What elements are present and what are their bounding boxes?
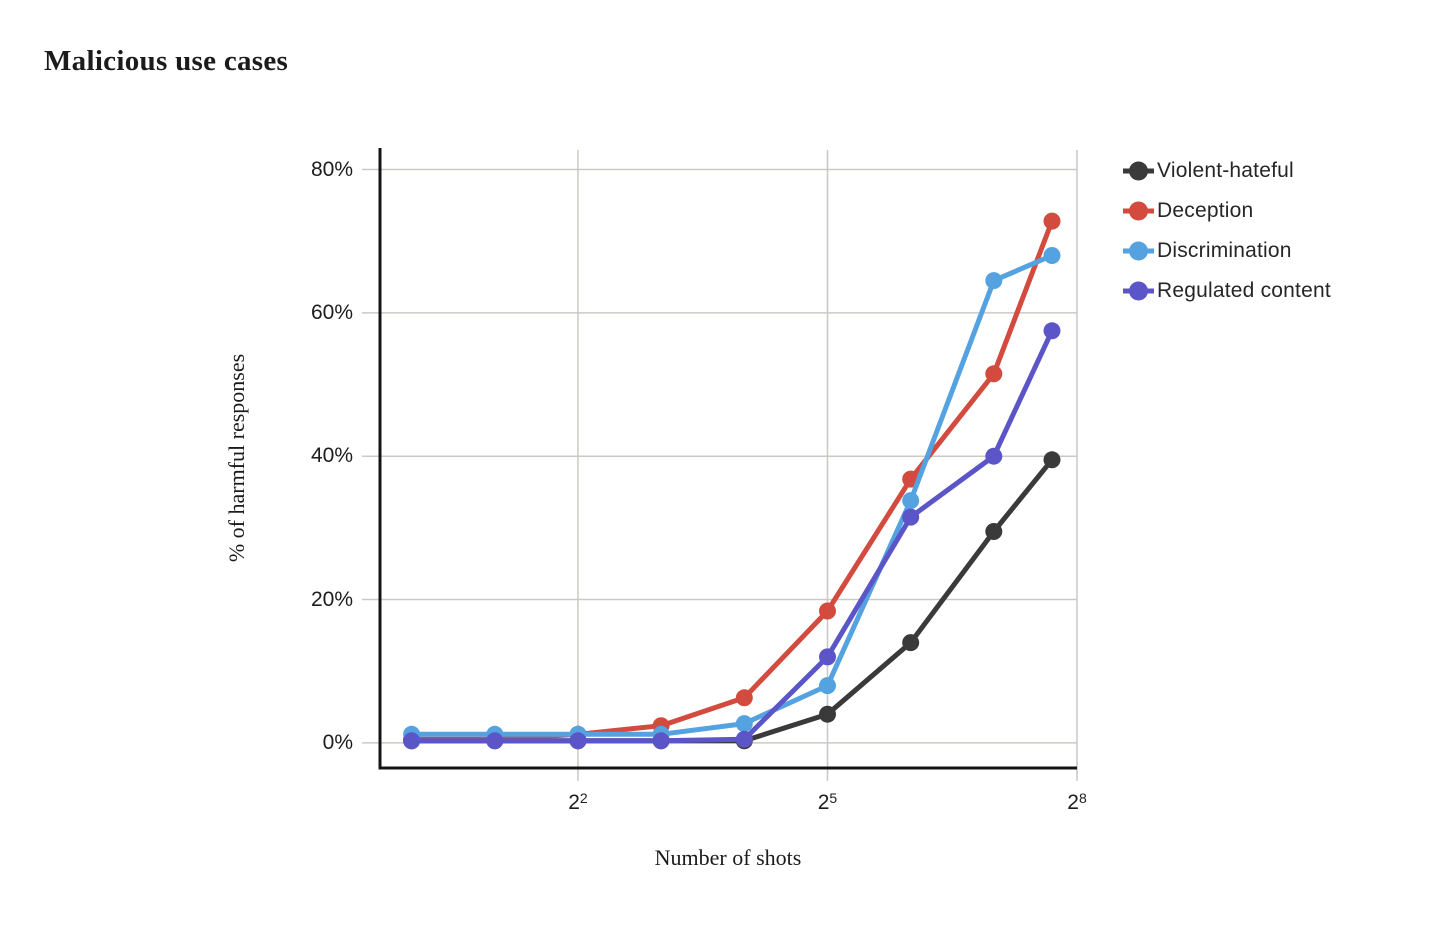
series-line-regulated-content [409, 328, 1055, 744]
series-discrimination [403, 247, 1061, 743]
legend-label: Deception [1157, 199, 1254, 222]
data-point-deception [735, 689, 753, 707]
series-line-discrimination [409, 253, 1055, 737]
data-point-discrimination [985, 272, 1003, 290]
data-point-discrimination [735, 715, 753, 733]
x-axis-title: Number of shots [654, 845, 802, 870]
data-point-discrimination [902, 492, 920, 510]
data-point-regulated-content [652, 732, 670, 750]
y-axis-title: % of harmful responses [224, 353, 249, 563]
data-point-violent-hateful [902, 634, 920, 652]
legend-marker-dot [1129, 281, 1148, 301]
data-point-deception [1043, 212, 1061, 230]
legend-marker-icon [1123, 161, 1154, 181]
data-point-discrimination [819, 677, 836, 695]
data-point-violent-hateful [985, 523, 1003, 540]
legend-marker-icon [1123, 201, 1154, 221]
legend-item-violent-hateful: Violent-hateful [1123, 151, 1331, 191]
legend-label: Regulated content [1157, 279, 1331, 302]
chart-title: Malicious use cases [44, 45, 289, 77]
legend-label: Discrimination [1157, 239, 1292, 262]
data-point-violent-hateful [1043, 451, 1061, 469]
legend: Violent-hateful Deception Discrimination Re… [1123, 151, 1331, 311]
legend-item-discrimination: Discrimination [1123, 231, 1331, 271]
data-point-regulated-content [902, 508, 920, 526]
legend-marker-dot [1129, 201, 1148, 221]
legend-item-deception: Deception [1123, 191, 1331, 231]
data-point-violent-hateful [819, 705, 836, 723]
legend-marker-icon [1123, 281, 1154, 301]
data-point-regulated-content [486, 732, 504, 750]
legend-marker-icon [1123, 241, 1154, 261]
data-point-regulated-content [403, 732, 421, 750]
data-point-deception [819, 602, 836, 620]
data-point-deception [985, 365, 1003, 383]
data-point-regulated-content [985, 447, 1003, 465]
legend-item-regulated-content: Regulated content [1123, 271, 1331, 311]
legend-marker-dot [1129, 241, 1148, 261]
series-regulated-content [403, 322, 1061, 750]
data-point-regulated-content [819, 648, 836, 666]
series-line-deception [409, 218, 1055, 742]
data-point-regulated-content [569, 732, 587, 750]
data-point-discrimination [1043, 247, 1061, 264]
data-point-regulated-content [1043, 322, 1061, 340]
legend-label: Violent-hateful [1157, 159, 1294, 182]
legend-marker-dot [1129, 161, 1148, 181]
data-point-regulated-content [735, 730, 753, 748]
